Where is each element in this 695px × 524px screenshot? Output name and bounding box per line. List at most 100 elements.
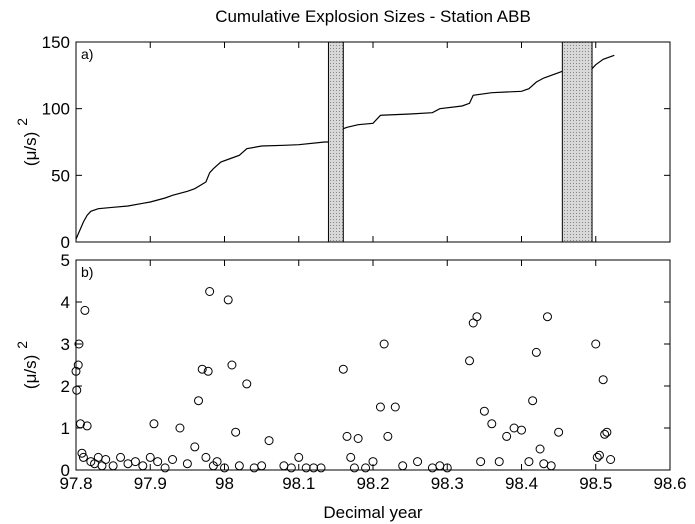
scatter-point bbox=[108, 461, 118, 471]
x-tick-label: 98.5 bbox=[579, 474, 612, 493]
scatter-point bbox=[476, 457, 486, 467]
plot-frame bbox=[75, 41, 671, 243]
x-tick-label: 98.4 bbox=[505, 474, 538, 493]
scatter-point bbox=[101, 455, 111, 464]
scatter-point bbox=[168, 455, 178, 464]
scatter-point bbox=[554, 427, 564, 437]
y-axis-label-text: (μ/s) bbox=[21, 132, 40, 166]
scatter-point bbox=[279, 461, 289, 471]
scatter-point bbox=[242, 379, 252, 389]
scatter-point bbox=[249, 463, 259, 473]
scatter-point bbox=[606, 455, 616, 464]
scatter-point bbox=[231, 427, 241, 437]
scatter-point bbox=[93, 452, 103, 462]
scatter-point bbox=[116, 452, 126, 462]
scatter-point bbox=[502, 431, 512, 441]
scatter-point bbox=[153, 457, 163, 467]
scatter-point bbox=[74, 339, 84, 349]
y-axis-label-text: (μ/s) bbox=[21, 355, 40, 389]
panel-label: b) bbox=[81, 264, 93, 280]
scatter-point bbox=[479, 406, 489, 416]
y-axis-label-exponent: 2 bbox=[14, 341, 30, 349]
scatter-point bbox=[149, 419, 159, 429]
scatter-point bbox=[542, 312, 552, 322]
y-tick-label: 2 bbox=[61, 377, 70, 396]
scatter-point bbox=[75, 419, 85, 429]
scatter-point bbox=[517, 425, 526, 435]
scatter-point bbox=[223, 295, 233, 305]
scatter-point bbox=[342, 431, 352, 441]
scatter-point bbox=[71, 366, 81, 376]
y-axis-label: (μ/s) 2 bbox=[14, 341, 40, 389]
scatter-point bbox=[286, 463, 296, 473]
scatter-point bbox=[77, 448, 87, 458]
y-tick-label: 100 bbox=[42, 100, 70, 119]
panel-label: a) bbox=[81, 46, 93, 62]
scatter-point bbox=[390, 402, 400, 412]
data-gap bbox=[561, 41, 593, 243]
scatter-point bbox=[600, 429, 610, 439]
x-tick-label: 98 bbox=[215, 474, 234, 493]
scatter-point bbox=[494, 457, 504, 467]
scatter-point bbox=[509, 423, 519, 433]
y-tick-label: 0 bbox=[61, 461, 70, 480]
scatter-point bbox=[591, 339, 601, 349]
scatter-point bbox=[197, 364, 207, 374]
scatter-point bbox=[227, 360, 237, 370]
x-tick-label: 98.2 bbox=[356, 474, 389, 493]
scatter-point bbox=[375, 402, 385, 412]
scatter-point bbox=[413, 457, 423, 467]
scatter-point bbox=[539, 459, 549, 469]
scatter-point bbox=[528, 396, 538, 406]
scatter-point bbox=[201, 452, 211, 462]
scatter-point bbox=[205, 287, 215, 296]
scatter-point bbox=[203, 366, 213, 376]
scatter-point bbox=[130, 457, 140, 467]
x-tick-label: 98.1 bbox=[282, 474, 315, 493]
scatter-point bbox=[194, 396, 204, 406]
scatter-point bbox=[123, 459, 133, 469]
x-tick-label: 98.3 bbox=[431, 474, 464, 493]
x-tick-label: 97.8 bbox=[59, 474, 92, 493]
y-tick-label: 50 bbox=[51, 166, 70, 185]
scatter-point bbox=[427, 463, 437, 473]
y-tick-label: 5 bbox=[61, 251, 70, 270]
y-axis-label: (μ/s) 2 bbox=[14, 118, 40, 166]
scatter-point bbox=[592, 452, 602, 462]
scatter-point bbox=[594, 450, 604, 460]
plot-frame bbox=[75, 259, 671, 471]
scatter-point bbox=[531, 347, 541, 357]
scatter-point bbox=[472, 312, 482, 322]
scatter-point bbox=[190, 442, 200, 452]
scatter-point bbox=[72, 385, 82, 395]
scatter-point bbox=[349, 463, 359, 473]
scatter-point bbox=[145, 452, 155, 462]
x-tick-label: 98.6 bbox=[653, 474, 686, 493]
scatter-point bbox=[338, 364, 348, 374]
scatter-point bbox=[435, 461, 445, 471]
scatter-point bbox=[78, 452, 88, 462]
scatter-point bbox=[465, 356, 475, 366]
scatter-point bbox=[294, 452, 304, 462]
scatter-point bbox=[524, 457, 534, 467]
y-tick-label: 3 bbox=[61, 335, 70, 354]
scatter-point bbox=[301, 463, 311, 473]
scatter-point bbox=[264, 436, 274, 446]
scatter-point bbox=[82, 421, 92, 431]
scatter-point bbox=[361, 463, 371, 473]
cumulative-line bbox=[75, 54, 615, 240]
y-tick-label: 150 bbox=[42, 33, 70, 52]
scatter-point bbox=[598, 375, 608, 385]
scatter-point bbox=[487, 419, 497, 429]
scatter-point bbox=[80, 305, 90, 315]
scatter-point bbox=[442, 463, 452, 473]
y-tick-label: 4 bbox=[61, 293, 70, 312]
scatter-point bbox=[368, 457, 378, 467]
scatter-point bbox=[379, 339, 389, 349]
scatter-point bbox=[182, 459, 192, 469]
scatter-point bbox=[535, 444, 545, 454]
x-tick-label: 97.9 bbox=[134, 474, 167, 493]
scatter-point bbox=[546, 461, 556, 471]
scatter-point bbox=[175, 423, 185, 433]
